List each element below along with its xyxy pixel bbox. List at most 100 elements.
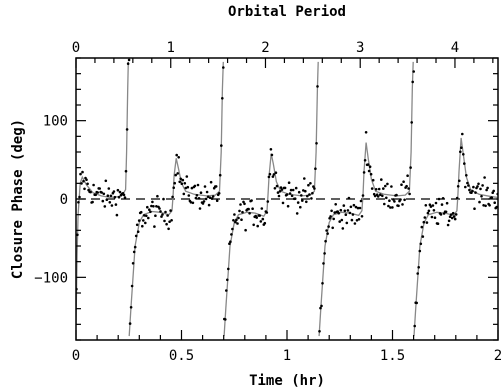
data-point [453, 217, 457, 221]
data-point [202, 200, 206, 203]
data-point [412, 70, 416, 73]
data-point [488, 204, 491, 207]
data-point [145, 214, 148, 218]
y-tick-label: 0 [60, 192, 68, 208]
data-point [232, 219, 235, 222]
data-point [405, 184, 408, 188]
data-point [230, 233, 233, 236]
data-point [301, 199, 304, 202]
data-point [350, 218, 354, 222]
data-point [351, 213, 355, 216]
data-point [476, 185, 479, 188]
data-point [395, 193, 398, 197]
data-point [459, 150, 462, 154]
data-point [166, 214, 169, 217]
data-point [208, 196, 212, 199]
data-point [271, 175, 275, 178]
data-point [273, 187, 277, 190]
data-point [313, 187, 316, 190]
data-point [449, 213, 453, 216]
data-point [252, 223, 255, 227]
data-point [136, 230, 140, 233]
data-point [321, 282, 324, 285]
data-point [127, 58, 131, 62]
model-curve-segment [318, 61, 414, 337]
data-point [355, 219, 359, 222]
data-point [92, 183, 95, 187]
data-point [462, 153, 465, 156]
data-point [451, 211, 455, 215]
data-point [339, 208, 343, 212]
data-point [81, 170, 84, 174]
data-point [109, 194, 113, 198]
data-point [101, 199, 105, 203]
data-point [327, 225, 330, 228]
data-point [203, 185, 207, 188]
data-point [446, 223, 450, 227]
data-point [255, 216, 258, 219]
data-point [210, 197, 214, 200]
data-point [307, 183, 310, 187]
data-point [400, 183, 403, 186]
data-point [356, 206, 360, 210]
data-point [277, 194, 281, 198]
data-point [399, 198, 402, 201]
data-point [233, 213, 236, 216]
data-point [370, 187, 374, 190]
data-point [280, 188, 284, 191]
data-point [118, 190, 122, 194]
data-point [419, 242, 423, 246]
data-point [290, 194, 294, 198]
data-point [308, 193, 311, 196]
data-point [410, 121, 414, 124]
data-point [174, 173, 177, 177]
data-point [447, 219, 451, 223]
data-point [234, 220, 237, 224]
data-point [238, 209, 241, 213]
data-point [206, 195, 210, 199]
data-point [409, 166, 412, 169]
data-point [337, 211, 341, 215]
data-point [297, 190, 301, 194]
data-point [175, 153, 178, 157]
data-point [131, 262, 135, 265]
data-point [137, 219, 141, 222]
data-point [236, 222, 239, 225]
data-point [201, 202, 205, 205]
data-point [243, 202, 246, 206]
data-point [189, 201, 193, 204]
data-point [263, 221, 267, 225]
data-point [274, 171, 278, 174]
data-point [366, 163, 370, 166]
x-tick-label: 0.5 [169, 348, 194, 364]
data-point [176, 172, 179, 175]
data-point [241, 210, 244, 214]
data-point [381, 194, 384, 198]
data-point [338, 220, 342, 223]
data-point [371, 178, 375, 182]
data-point [114, 203, 118, 206]
top-axis-title: Orbital Period [228, 4, 346, 20]
data-point [343, 209, 347, 213]
data-point [390, 185, 393, 188]
data-point [228, 242, 231, 245]
data-point [103, 205, 107, 208]
data-point [474, 191, 477, 194]
data-point [107, 187, 111, 190]
data-point [198, 207, 202, 210]
data-point [191, 201, 195, 205]
top-tick-label: 2 [261, 40, 269, 56]
data-point [434, 201, 438, 205]
data-point [425, 221, 429, 224]
data-point [278, 190, 282, 193]
data-point [331, 226, 335, 230]
data-point [333, 211, 337, 214]
data-point [160, 215, 163, 218]
data-point [141, 224, 144, 228]
data-point [132, 250, 136, 254]
data-point [156, 194, 159, 198]
data-point [485, 188, 488, 192]
data-point [472, 185, 475, 189]
data-point [346, 209, 350, 212]
data-point [237, 216, 240, 220]
